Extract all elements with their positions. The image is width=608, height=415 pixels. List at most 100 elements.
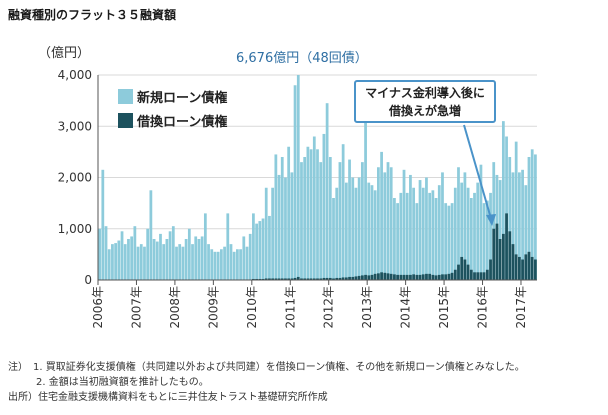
y-tick-label: 2,000 xyxy=(58,171,92,185)
bar-new xyxy=(469,198,473,280)
bar-new xyxy=(354,187,358,280)
bar-new xyxy=(213,251,217,280)
bar-refi xyxy=(463,259,467,280)
bar-new xyxy=(485,200,489,280)
bar-refi xyxy=(296,276,300,280)
bar-refi xyxy=(399,274,403,281)
bar-new xyxy=(197,239,201,280)
bar-refi xyxy=(524,254,528,281)
x-tick-label: 2007年 xyxy=(130,286,144,329)
bar-new xyxy=(191,244,194,281)
legend-label-refi: 借換ローン債権 xyxy=(137,114,228,130)
bar-refi xyxy=(514,254,518,281)
bar-refi xyxy=(396,274,399,281)
bar-refi xyxy=(389,273,393,280)
callout-line-2: 借換えが急増 xyxy=(388,104,461,118)
bar-new xyxy=(405,192,409,281)
peak-annotation: 6,676億円（48回債） xyxy=(236,51,368,66)
bar-new xyxy=(274,154,278,280)
bar-new xyxy=(123,244,127,281)
bar-refi xyxy=(325,277,329,280)
bar-new xyxy=(181,246,185,280)
bar-refi xyxy=(348,276,351,280)
bar-new xyxy=(219,249,223,280)
bar-refi xyxy=(495,223,499,281)
bar-new xyxy=(194,236,198,280)
bar-new xyxy=(261,218,265,280)
bar-refi xyxy=(466,264,470,281)
bar-new xyxy=(316,149,319,280)
bar-refi xyxy=(316,278,319,280)
x-tick-label: 2017年 xyxy=(514,286,528,329)
bar-new xyxy=(399,192,403,281)
bar-new xyxy=(133,226,137,280)
bar-refi xyxy=(473,272,476,280)
bar-new xyxy=(242,236,246,280)
bar-refi xyxy=(421,274,425,280)
bar-new xyxy=(303,157,307,280)
bar-new xyxy=(207,244,210,281)
bar-new xyxy=(319,162,323,281)
bar-new xyxy=(521,169,524,280)
bar-refi xyxy=(431,274,435,281)
bar-refi xyxy=(508,231,512,280)
bar-new xyxy=(524,185,528,280)
bar-refi xyxy=(485,269,489,280)
bar-new xyxy=(530,149,534,280)
bar-refi xyxy=(284,278,287,280)
legend-swatch-refi xyxy=(118,112,133,128)
bar-refi xyxy=(370,274,374,281)
x-tick-label: 2014年 xyxy=(399,286,413,329)
bar-new xyxy=(162,244,166,281)
bar-new xyxy=(229,244,233,281)
bar-new xyxy=(328,157,332,280)
bar-refi xyxy=(261,278,265,280)
bar-new xyxy=(373,190,377,280)
bar-new xyxy=(309,149,313,280)
bar-new xyxy=(136,246,140,280)
bar-refi xyxy=(264,278,268,280)
bar-new xyxy=(508,157,512,280)
bar-refi xyxy=(252,278,255,280)
bar-new xyxy=(300,162,303,281)
note-2: 2. 金額は当初融資額を推計したもの。 xyxy=(36,377,209,388)
bar-new xyxy=(277,174,281,280)
bar-refi xyxy=(258,278,262,280)
x-tick-label: 2006年 xyxy=(91,286,105,329)
bar-refi xyxy=(530,256,534,280)
bar-new xyxy=(450,203,454,281)
bar-new xyxy=(431,190,435,280)
bar-refi xyxy=(274,278,278,280)
bar-new xyxy=(332,198,335,280)
bar-refi xyxy=(505,213,508,281)
footnotes: 注） 1. 買取証券化支援債権（共同建以外および共同建）を借換ローン債権、その他… xyxy=(8,360,525,405)
y-axis-unit-label: （億円） xyxy=(38,46,91,61)
bar-new xyxy=(210,249,214,280)
callout-arrow xyxy=(463,124,493,223)
bar-new xyxy=(437,185,441,280)
bar-new xyxy=(175,246,178,280)
bar-new xyxy=(117,240,121,280)
bar-new xyxy=(271,187,275,280)
bar-refi xyxy=(441,274,444,280)
bar-refi xyxy=(357,275,361,280)
bar-refi xyxy=(425,273,428,280)
bar-new xyxy=(139,244,143,281)
bar-refi xyxy=(312,278,316,280)
bar-new xyxy=(200,236,204,280)
bar-new xyxy=(264,187,268,280)
bar-new xyxy=(357,177,361,280)
bar-refi xyxy=(338,277,342,280)
bar-new xyxy=(511,172,515,281)
bar-new xyxy=(284,177,287,280)
bar-refi xyxy=(280,278,284,280)
bar-refi xyxy=(469,269,473,280)
bar-new xyxy=(457,167,460,280)
bar-refi xyxy=(364,274,367,281)
bar-new xyxy=(364,121,367,281)
x-tick-label: 2015年 xyxy=(437,286,451,329)
bar-new xyxy=(127,239,130,280)
bar-new xyxy=(168,231,172,280)
bar-new xyxy=(258,221,262,280)
x-tick-label: 2016年 xyxy=(476,286,490,329)
